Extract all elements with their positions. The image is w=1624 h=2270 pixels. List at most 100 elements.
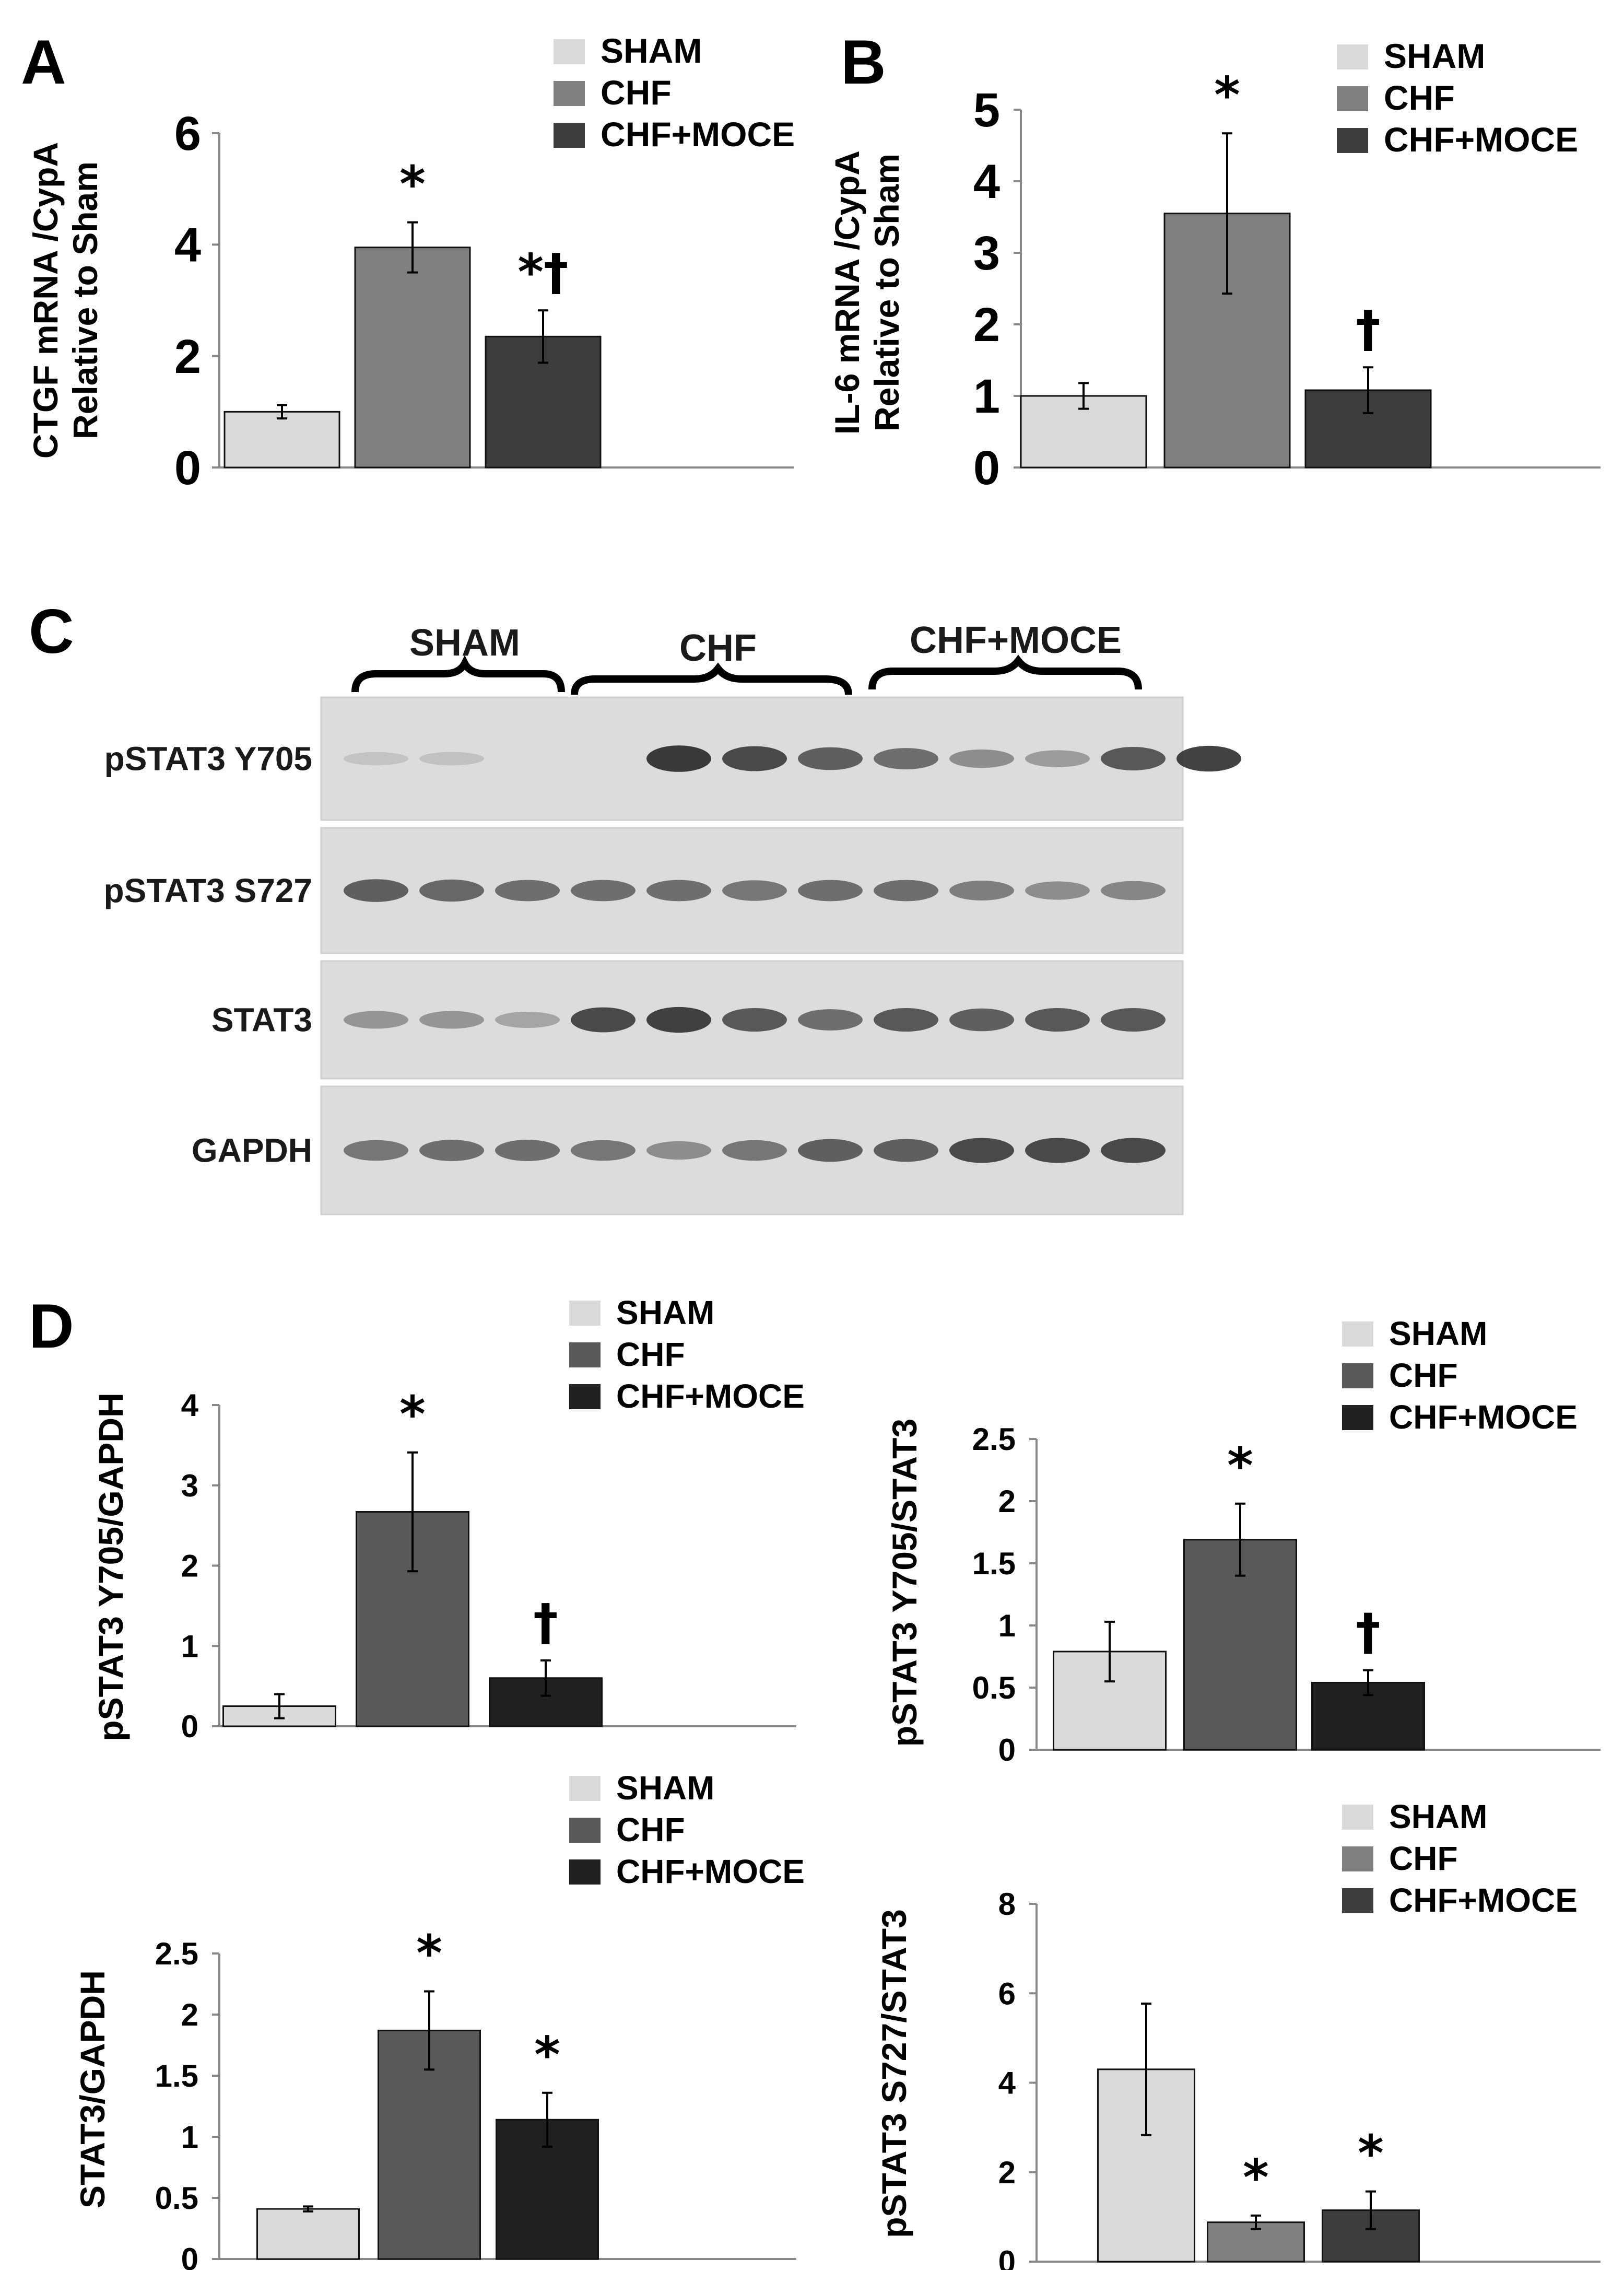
blot-band xyxy=(722,880,787,901)
blot-band xyxy=(1176,745,1241,772)
blot-band xyxy=(646,880,711,902)
legend-swatch-chf xyxy=(554,81,585,106)
blot-band xyxy=(949,1008,1014,1032)
significance-marker: † xyxy=(533,1594,558,1652)
legend-swatch-sham xyxy=(1337,44,1368,69)
legend-label-chf: CHF xyxy=(616,1336,685,1373)
blot-band xyxy=(344,1140,408,1161)
significance-marker: * xyxy=(1358,2125,1384,2183)
legend-label-sham: SHAM xyxy=(616,1294,714,1331)
legend-swatch-chf-moce xyxy=(569,1384,601,1409)
y-tick-label: 2 xyxy=(181,1549,198,1584)
legend-swatch-sham xyxy=(1342,1805,1373,1830)
legend-swatch-chf-moce xyxy=(1337,128,1368,153)
y-tick-label: 0 xyxy=(973,441,1000,495)
y-tick-label: 3 xyxy=(973,227,1000,280)
chart-ctgf: 0 2 4 6 * *† CTGF mRNA /CypA Relative to Sham SH… xyxy=(26,31,795,495)
blot-band xyxy=(1101,881,1166,900)
blot-row-label: GAPDH xyxy=(192,1132,312,1169)
blot-band xyxy=(571,1140,636,1161)
blot-band xyxy=(798,1009,863,1031)
blot-band xyxy=(874,748,938,769)
blot-band xyxy=(1025,881,1090,900)
significance-marker: * xyxy=(399,156,426,214)
blot-band xyxy=(722,746,787,771)
blot-band xyxy=(495,880,560,902)
bar-chf xyxy=(354,247,471,469)
y-axis-label: CTGF mRNA /CypA xyxy=(26,142,65,459)
y-tick-label: 0.5 xyxy=(155,2181,198,2216)
legend-swatch-chf xyxy=(1337,86,1368,111)
y-tick-label: 4 xyxy=(973,155,1000,208)
blot-group-label-chf: CHF xyxy=(679,627,757,669)
blot-band xyxy=(949,749,1014,768)
y-tick-label: 1 xyxy=(998,1608,1016,1643)
y-tick-label: 0 xyxy=(998,1733,1016,1768)
y-tick-label: 0 xyxy=(181,1709,198,1744)
y-tick-label: 4 xyxy=(181,1388,199,1423)
legend-label-chf: CHF xyxy=(616,1811,685,1848)
legend-swatch-chf-moce xyxy=(554,123,585,148)
blot-band xyxy=(1101,1138,1166,1163)
blot-band xyxy=(1101,1008,1166,1032)
legend-label-chf-moce: CHF+MOCE xyxy=(1389,1881,1578,1919)
y-tick-label: 1.5 xyxy=(972,1546,1016,1581)
legend-swatch-chf xyxy=(569,1818,601,1843)
blot-band xyxy=(874,880,938,902)
legend-label-sham: SHAM xyxy=(1389,1798,1487,1835)
panel-letter-d: D xyxy=(29,1291,74,1361)
legend-label-chf-moce: CHF+MOCE xyxy=(601,115,795,154)
y-tick-label: 0.5 xyxy=(972,1670,1016,1705)
blot-band xyxy=(798,880,863,902)
y-axis-label: pSTAT3 S727/STAT3 xyxy=(875,1909,913,2238)
y-tick-label: 2 xyxy=(181,1997,198,2032)
y-axis-label: IL-6 mRNA /CypA xyxy=(828,150,866,435)
y-tick-label: 5 xyxy=(973,84,1000,137)
legend-swatch-chf-moce xyxy=(1342,1405,1373,1430)
panel-letter-a: A xyxy=(21,27,66,97)
legend-label-sham: SHAM xyxy=(1389,1315,1487,1352)
legend-swatch-sham xyxy=(569,1776,601,1801)
blot-group-label-chf-moce: CHF+MOCE xyxy=(910,619,1122,661)
legend-swatch-sham xyxy=(1342,1321,1373,1347)
blot-band xyxy=(419,879,484,902)
significance-marker: * xyxy=(534,2027,560,2084)
significance-marker: * xyxy=(1243,2149,1269,2207)
legend-label-chf-moce: CHF+MOCE xyxy=(616,1377,805,1415)
legend-label-chf: CHF xyxy=(1389,1840,1458,1877)
y-tick-label: 8 xyxy=(998,1887,1016,1922)
legend-label-sham: SHAM xyxy=(616,1769,714,1807)
y-tick-label: 1 xyxy=(973,370,1000,423)
blot-band xyxy=(419,1011,484,1029)
blot-band xyxy=(419,752,484,766)
panel-letter-b: B xyxy=(841,27,886,97)
legend-swatch-chf xyxy=(1342,1363,1373,1388)
legend-label-chf-moce: CHF+MOCE xyxy=(1389,1398,1578,1436)
blot-band xyxy=(874,1008,938,1032)
blot-row-label: STAT3 xyxy=(211,1001,312,1039)
blot-brace-chf-moce xyxy=(868,654,1142,690)
legend-swatch-sham xyxy=(554,39,585,64)
y-tick-label: 2 xyxy=(998,2155,1016,2190)
blot-band xyxy=(722,1008,787,1032)
y-axis-label: STAT3/GAPDH xyxy=(73,1970,112,2208)
blot-brace-chf xyxy=(571,662,852,695)
blot-band xyxy=(344,879,408,902)
legend-swatch-chf-moce xyxy=(569,1859,601,1885)
blot-band xyxy=(344,1011,408,1029)
panel-letter-c: C xyxy=(29,596,74,666)
legend-swatch-sham xyxy=(569,1301,601,1326)
blot-band xyxy=(798,1139,863,1162)
y-tick-label: 6 xyxy=(174,107,201,160)
legend-label-chf-moce: CHF+MOCE xyxy=(1384,120,1578,159)
y-tick-label: 1 xyxy=(181,2120,198,2155)
y-tick-label: 2.5 xyxy=(972,1422,1016,1457)
chart-stat3-gapdh: 0 0.5 1 1.5 2 2.5 * * STAT3/GAPDH SHAM CHF CHF+MOCE xyxy=(73,1769,805,2270)
blot-band xyxy=(949,1138,1014,1163)
chart-pstat3-y705-gapdh: 0 1 2 3 4 * † pSTAT3 Y705/GAPDH SHAM CHF CHF+MOCE xyxy=(91,1294,805,1744)
y-tick-label: 0 xyxy=(998,2244,1016,2270)
y-tick-label: 1.5 xyxy=(155,2058,198,2093)
bar-sham xyxy=(223,411,340,469)
chart-il6: 0 1 2 3 4 5 * † IL-6 mRNA /CypA Relative to Sham S… xyxy=(828,37,1601,495)
